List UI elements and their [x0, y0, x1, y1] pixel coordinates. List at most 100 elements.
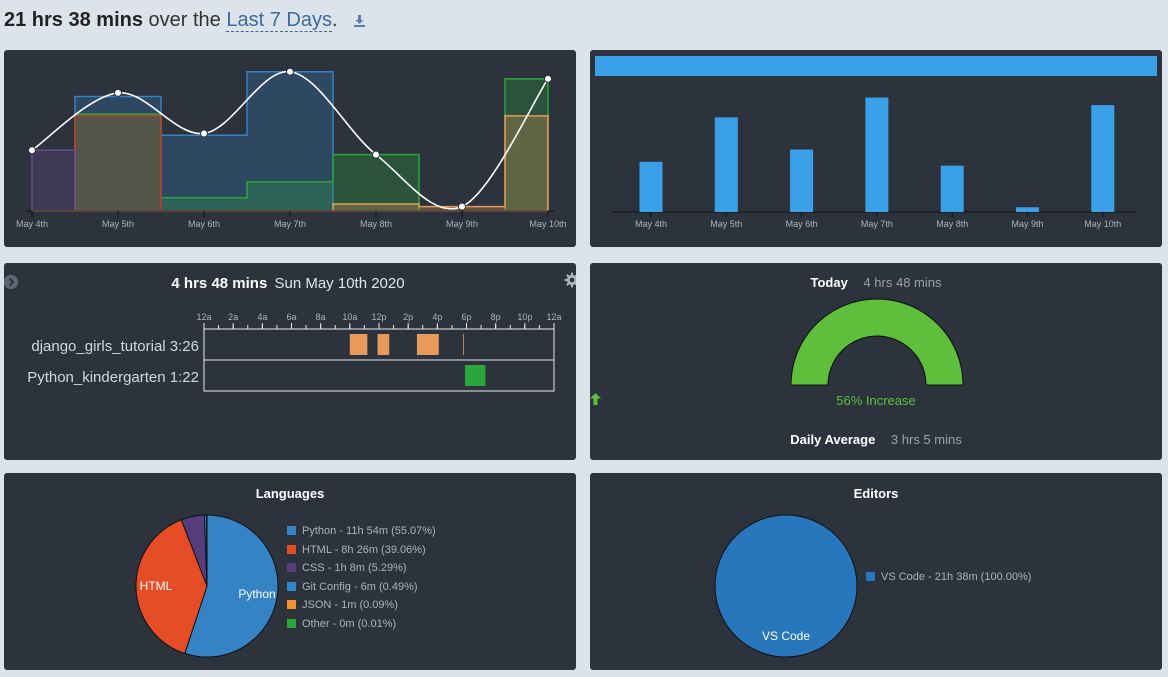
day-timeline-panel: 4 hrs 48 mins Sun May 10th 2020 django_g…	[4, 263, 576, 460]
bar	[865, 97, 889, 212]
hour-label: 2a	[228, 312, 238, 322]
x-tick-label: May 6th	[188, 219, 220, 229]
hour-label: 8p	[491, 312, 501, 322]
activity-block	[349, 334, 368, 355]
languages-title: Languages	[255, 486, 325, 501]
languages-legend: Python - 11h 54m (55.07%) HTML - 8h 26m (…	[287, 522, 436, 634]
hour-label: 10p	[517, 312, 532, 322]
bar	[1016, 207, 1039, 212]
x-tick-label: May 4th	[635, 219, 667, 229]
over-the-text: over the	[148, 9, 221, 31]
pie-slice-label: Python	[238, 587, 275, 601]
projects-area-chart-panel: May 4th May 5th May 6th May 7th May 8th May 9…	[4, 50, 576, 247]
legend-item[interactable]: CSS - 1h 8m (5.29%)	[287, 559, 436, 578]
legend-bar	[595, 56, 1157, 76]
activity-block	[377, 334, 390, 355]
legend-swatch	[287, 544, 296, 554]
hour-label: 8a	[316, 312, 326, 322]
legend-label: JSON - 1m (0.09%)	[302, 599, 398, 612]
bar	[790, 149, 814, 212]
today-panel: Today 4 hrs 48 mins 56% Increase Daily A…	[590, 263, 1162, 460]
legend-label: VS Code - 21h 38m (100.00%)	[881, 571, 1032, 583]
bar	[639, 161, 663, 212]
projects-area-chart: May 4th May 5th May 6th May 7th May 8th May 9…	[16, 67, 567, 229]
legend-swatch	[287, 600, 296, 610]
today-label: Today	[810, 275, 848, 290]
total-time: 21 hrs 38 mins	[4, 9, 143, 31]
editors-legend: VS Code - 21h 38m (100.00%)	[866, 568, 1031, 587]
daily-average-label: Daily Average	[790, 432, 876, 447]
hour-label: 12a	[196, 312, 211, 322]
x-tick-label: May 10th	[1084, 219, 1121, 229]
legend-label: Git Config - 6m (0.49%)	[302, 580, 418, 593]
x-tick-label: May 7th	[274, 219, 306, 229]
x-tick-label: May 5th	[710, 219, 742, 229]
hour-label: 6a	[286, 312, 296, 322]
hour-label: 2p	[403, 312, 413, 322]
pie-slice-label: HTML	[140, 579, 173, 593]
project-name: django_girls_tutorial	[31, 338, 166, 355]
gauge-fill	[790, 298, 964, 386]
increase-indicator: 56% Increase	[590, 393, 1162, 408]
daily-bar-chart-panel: May 4th May 5th May 6th May 7th May 8th May 9…	[590, 50, 1162, 247]
download-icon[interactable]	[353, 7, 366, 35]
daily-average-stat: Daily Average 3 hrs 5 mins	[590, 432, 1162, 447]
x-tick-label: May 7th	[861, 219, 893, 229]
today-gauge	[790, 298, 964, 386]
legend-item[interactable]: JSON - 1m (0.09%)	[287, 596, 436, 615]
x-tick-label: May 5th	[102, 219, 134, 229]
total-point	[286, 67, 294, 76]
today-value: 4 hrs 48 mins	[863, 275, 942, 290]
legend-item[interactable]: Other - 0m (0.01%)	[287, 615, 436, 634]
daily-average-value: 3 hrs 5 mins	[890, 432, 962, 447]
hour-label: 4p	[432, 312, 442, 322]
legend-swatch	[287, 563, 296, 573]
timeline-project-row[interactable]: django_girls_tutorial 3:26	[31, 338, 199, 355]
total-point	[372, 150, 380, 159]
day-date: Sun May 10th 2020	[274, 275, 405, 292]
x-tick-label: May 9th	[1011, 219, 1043, 229]
increase-text: 56% Increase	[836, 393, 916, 408]
timeline-grid	[203, 328, 555, 392]
project-time: 1:22	[169, 369, 199, 386]
activity-block	[465, 365, 486, 386]
legend-label: CSS - 1h 8m (5.29%)	[302, 562, 407, 575]
legend-label: Python - 11h 54m (55.07%)	[302, 525, 436, 537]
legend-swatch	[287, 618, 296, 628]
project-name: Python_kindergarten	[27, 369, 166, 386]
total-point	[544, 74, 552, 83]
editors-panel: Editors VS Code VS Code - 21h 38m (100.0…	[590, 473, 1162, 670]
hour-label: 10a	[342, 312, 357, 322]
x-tick-label: May 9th	[446, 219, 478, 229]
legend-swatch	[287, 526, 296, 535]
daily-bar-chart: May 4th May 5th May 6th May 7th May 8th May 9…	[595, 56, 1157, 229]
editors-title: Editors	[853, 486, 899, 501]
legend-label: Other - 0m (0.01%)	[302, 617, 397, 630]
bar	[1091, 105, 1115, 212]
legend-item[interactable]: Python - 11h 54m (55.07%)	[287, 522, 436, 541]
languages-panel: Languages Python HTML Python - 11h 54m (5…	[4, 473, 576, 670]
hour-label: 6p	[461, 312, 471, 322]
legend-swatch	[287, 581, 296, 591]
header-period: .	[331, 9, 338, 31]
x-tick-label: May 8th	[936, 219, 968, 229]
languages-pie-chart: Python HTML	[135, 514, 279, 658]
bar	[940, 165, 964, 212]
editors-pie-chart: VS Code	[714, 514, 858, 658]
date-range-selector[interactable]: Last 7 Days	[226, 9, 332, 32]
day-duration: 4 hrs 48 mins	[171, 275, 268, 292]
x-tick-label: May 6th	[786, 219, 818, 229]
total-point	[200, 129, 208, 138]
legend-item[interactable]: HTML - 8h 26m (39.06%)	[287, 541, 436, 560]
legend-item[interactable]: Git Config - 6m (0.49%)	[287, 578, 436, 597]
hour-label: 12a	[546, 312, 561, 322]
x-tick-label: May 4th	[16, 219, 48, 229]
arrow-up-icon	[590, 393, 601, 405]
day-navigation: 4 hrs 48 mins Sun May 10th 2020	[4, 275, 576, 292]
timeline-project-row[interactable]: Python_kindergarten 1:22	[27, 369, 199, 386]
legend-swatch	[866, 572, 875, 581]
hour-label: 4a	[257, 312, 267, 322]
legend-item[interactable]: VS Code - 21h 38m (100.00%)	[866, 568, 1031, 587]
total-point	[114, 88, 122, 97]
today-stat: Today 4 hrs 48 mins	[590, 275, 1162, 290]
